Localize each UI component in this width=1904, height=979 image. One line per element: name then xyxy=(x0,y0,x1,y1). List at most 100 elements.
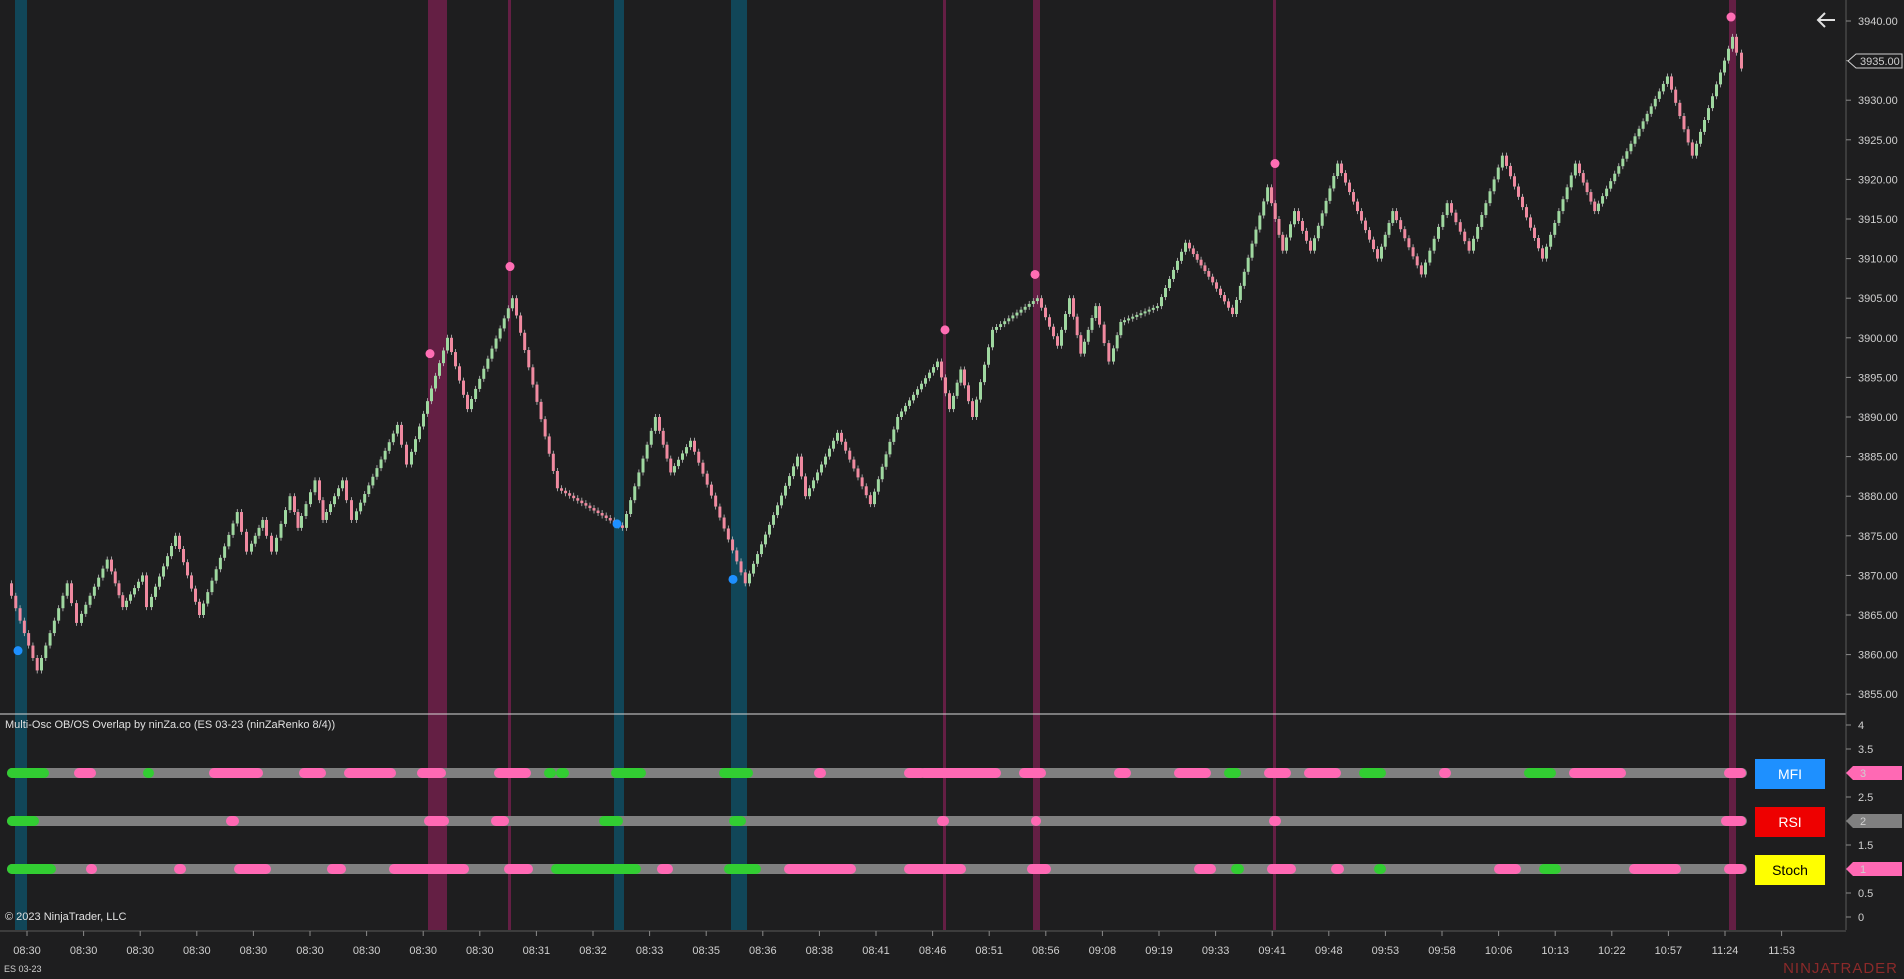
price-tick-label: 3910.00 xyxy=(1858,254,1898,266)
down-bar xyxy=(296,512,300,528)
down-bar xyxy=(1273,203,1277,219)
up-bar xyxy=(1699,131,1702,144)
down-bar xyxy=(944,377,947,394)
indicator-value-markers: 3 2 1 xyxy=(1846,766,1902,876)
up-bar xyxy=(788,476,791,486)
up-bar xyxy=(975,399,978,417)
down-bar xyxy=(1678,102,1682,117)
up-bar xyxy=(498,328,502,339)
down-bar xyxy=(1040,298,1043,308)
down-bar xyxy=(194,588,197,602)
down-bar xyxy=(709,484,713,496)
down-bar xyxy=(1211,276,1215,283)
up-bar xyxy=(1147,309,1151,312)
up-bar xyxy=(756,554,759,564)
up-bar xyxy=(1031,301,1035,304)
down-bar xyxy=(568,493,572,496)
up-bar xyxy=(1545,246,1548,259)
down-bar xyxy=(1517,186,1520,197)
price-axis[interactable]: 3940.00 3935.00 3930.00 3925.00 3920.00 3915.… xyxy=(1846,16,1898,701)
down-bar xyxy=(1277,219,1281,235)
down-bar xyxy=(665,444,669,459)
up-bar xyxy=(418,426,421,440)
up-bar xyxy=(261,519,265,528)
down-bar xyxy=(265,519,268,536)
price-tick-label: 3870.00 xyxy=(1858,570,1898,582)
up-bar xyxy=(1003,321,1007,325)
up-bar xyxy=(52,620,56,634)
price-tick-label: 3920.00 xyxy=(1858,174,1898,186)
time-tick-label: 09:19 xyxy=(1145,945,1173,957)
up-bar xyxy=(1064,314,1067,330)
time-tick-label: 08:30 xyxy=(353,945,381,957)
legend-rsi-button[interactable]: RSI xyxy=(1755,807,1825,837)
up-bar xyxy=(1262,201,1266,216)
time-tick-label: 08:30 xyxy=(183,945,211,957)
up-bar xyxy=(812,480,815,489)
up-bar xyxy=(1068,298,1071,315)
indicator-tick-label: 1.5 xyxy=(1858,840,1873,852)
time-tick-label: 08:33 xyxy=(636,945,664,957)
up-bar xyxy=(210,580,214,593)
legend-mfi-button[interactable]: MFI xyxy=(1755,759,1825,789)
up-bar xyxy=(1441,215,1445,227)
up-bar xyxy=(1625,151,1629,159)
down-bar xyxy=(701,462,705,474)
up-bar xyxy=(880,466,884,480)
up-bar xyxy=(1383,234,1387,247)
up-bar xyxy=(677,459,680,467)
down-bar xyxy=(186,562,189,576)
up-bar xyxy=(1476,226,1480,239)
up-bar xyxy=(685,447,688,454)
up-bar xyxy=(80,613,83,623)
indicator-title: Multi-Osc OB/OS Overlap by ninZa.co (ES … xyxy=(5,719,336,731)
oversold-dot xyxy=(13,646,23,656)
price-tick-label: 3860.00 xyxy=(1858,650,1898,662)
up-bar xyxy=(1645,113,1649,122)
up-bar xyxy=(955,382,959,396)
up-bar xyxy=(1661,83,1665,92)
down-bar xyxy=(70,583,73,604)
up-bar xyxy=(166,556,169,567)
up-bar xyxy=(1176,260,1179,270)
up-bar xyxy=(1285,237,1288,251)
down-bar xyxy=(454,352,457,367)
down-bar xyxy=(400,424,403,445)
up-bar xyxy=(884,454,888,467)
legend-stoch-button[interactable]: Stoch xyxy=(1755,855,1825,885)
down-bar xyxy=(1682,116,1686,130)
price-tick-label: 3940.00 xyxy=(1858,16,1898,28)
up-bar xyxy=(1246,257,1250,272)
down-bar xyxy=(1075,316,1079,336)
down-bar xyxy=(726,528,730,540)
down-bar xyxy=(539,401,543,420)
up-bar xyxy=(325,512,328,520)
up-bar xyxy=(1160,297,1163,307)
time-tick-label: 09:41 xyxy=(1258,945,1286,957)
up-bar xyxy=(279,523,283,538)
down-bar xyxy=(1407,238,1411,248)
up-bar xyxy=(1151,307,1155,310)
up-bar xyxy=(1027,303,1031,307)
down-bar xyxy=(75,603,78,623)
down-bar xyxy=(608,517,612,521)
up-bar xyxy=(928,372,931,379)
time-axis[interactable]: 08:30 08:30 08:30 08:30 08:30 08:30 08:30 08:30… xyxy=(13,931,1795,957)
up-bar xyxy=(1135,314,1139,317)
time-tick-label: 08:30 xyxy=(126,945,154,957)
up-bar xyxy=(40,657,43,671)
up-bar xyxy=(796,456,799,467)
up-bar xyxy=(1324,200,1328,214)
down-bar xyxy=(1052,326,1055,337)
up-bar xyxy=(391,433,395,443)
up-bar xyxy=(61,595,65,609)
up-bar xyxy=(434,375,437,389)
down-bar xyxy=(110,559,113,572)
copyright-text: © 2023 NinjaTrader, LLC xyxy=(5,911,127,923)
up-bar xyxy=(1143,311,1147,314)
up-bar xyxy=(223,546,227,558)
up-bar xyxy=(154,586,157,597)
back-arrow-icon[interactable] xyxy=(1814,8,1838,32)
up-bar xyxy=(510,298,514,309)
